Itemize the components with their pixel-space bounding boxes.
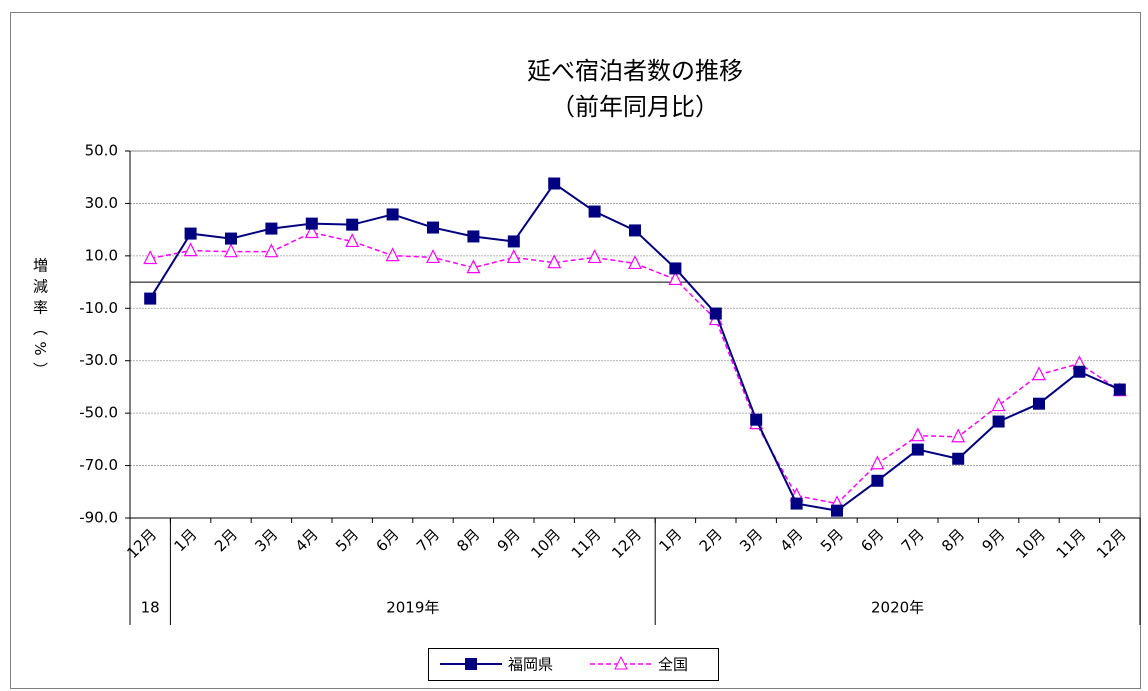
point — [144, 292, 157, 305]
y-tick-label: -90.0 — [79, 509, 118, 527]
y-tick-label: 10.0 — [85, 246, 118, 264]
point — [790, 497, 803, 510]
y-tick-label: -30.0 — [79, 351, 118, 369]
point — [507, 235, 520, 248]
point — [911, 443, 924, 456]
y-tick-label: 30.0 — [85, 194, 118, 212]
chart-title: 延べ宿泊者数の推移 — [527, 57, 743, 85]
point — [991, 397, 1006, 412]
point — [587, 249, 602, 264]
y-axis-label: 増減率（%） — [31, 257, 49, 382]
point — [669, 262, 682, 275]
point — [548, 177, 561, 190]
point — [629, 224, 641, 237]
point — [1032, 366, 1046, 381]
point — [427, 221, 439, 234]
point — [345, 233, 360, 248]
chart-frame — [10, 12, 1141, 689]
point — [992, 415, 1005, 428]
y-tick-label: 50.0 — [85, 142, 118, 160]
point — [668, 271, 683, 286]
point — [831, 504, 843, 517]
point — [506, 249, 521, 264]
point — [466, 259, 481, 274]
point — [1113, 383, 1126, 396]
y-tick-label: -70.0 — [79, 456, 118, 474]
legend-marker — [465, 658, 477, 670]
point — [264, 243, 279, 258]
point — [143, 250, 158, 265]
point — [709, 307, 722, 320]
point — [871, 474, 884, 487]
point — [224, 243, 238, 258]
point — [225, 232, 237, 245]
x-group-label: 2020年 — [871, 599, 924, 617]
point — [628, 255, 642, 270]
x-group-label: 2019年 — [386, 599, 439, 617]
legend-label: 全国 — [658, 656, 688, 674]
y-tick-label: -10.0 — [79, 299, 118, 317]
legend-label: 福岡県 — [508, 656, 553, 674]
point — [426, 249, 440, 264]
point — [588, 205, 601, 218]
point — [385, 247, 400, 262]
point — [346, 218, 359, 231]
point — [386, 208, 399, 221]
y-tick-label: -50.0 — [79, 404, 118, 422]
point — [304, 224, 319, 239]
point — [183, 242, 198, 257]
x-group-label: 18 — [141, 599, 160, 617]
point — [1073, 365, 1086, 378]
point — [1033, 397, 1045, 410]
point — [870, 455, 885, 470]
point — [750, 413, 763, 426]
point — [547, 254, 562, 269]
point — [951, 428, 966, 443]
point — [184, 227, 197, 240]
point — [467, 230, 480, 243]
point — [265, 222, 278, 235]
point — [305, 217, 318, 230]
point — [910, 427, 925, 442]
legend-marker — [614, 655, 628, 670]
point — [952, 452, 965, 465]
chart-subtitle: （前年同月比） — [551, 93, 719, 121]
